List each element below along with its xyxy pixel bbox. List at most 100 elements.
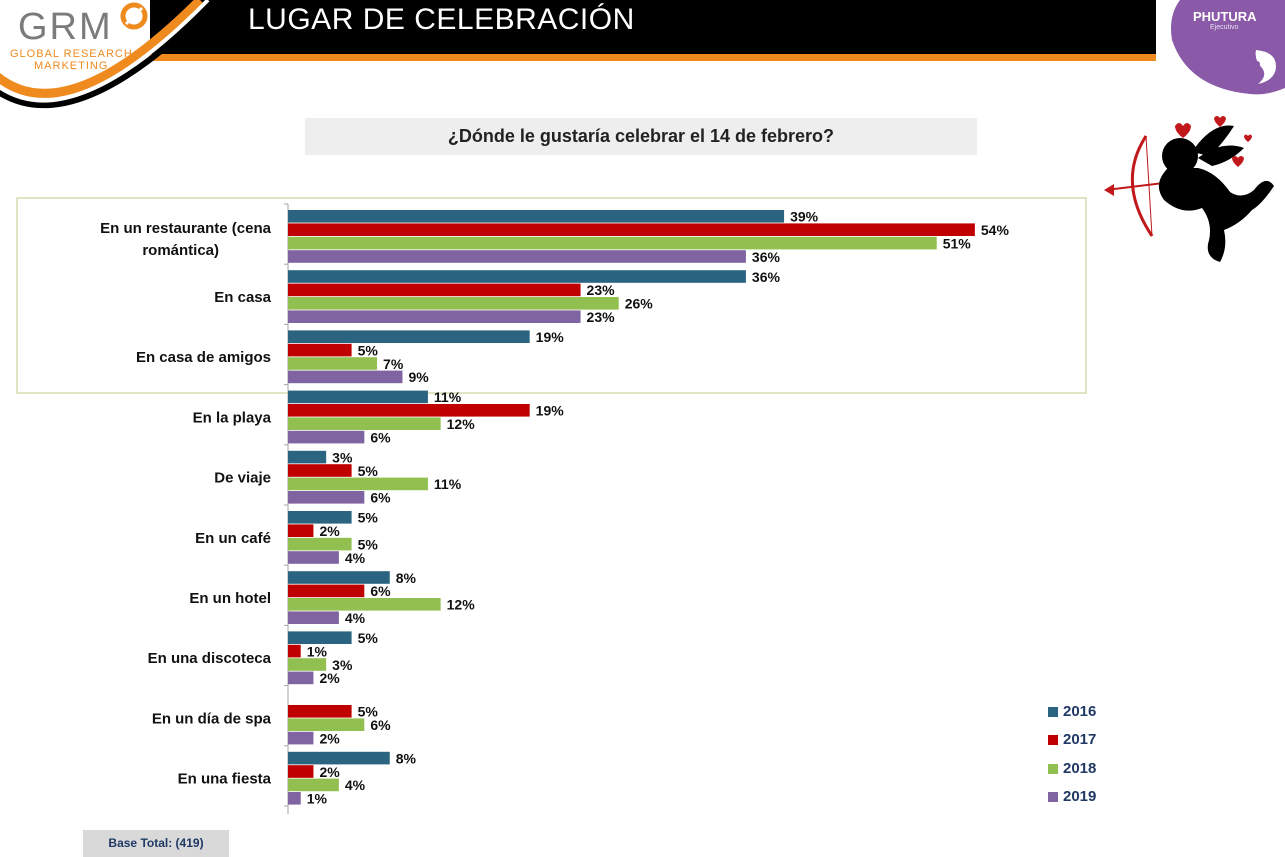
bar-en-una-fiesta-2018 — [288, 778, 339, 792]
value-label-en-un-hotel-2019: 4% — [345, 610, 366, 626]
value-label-en-casa-de-amigos-2016: 19% — [536, 329, 565, 345]
bar-en-un-dia-de-spa-2017 — [288, 705, 352, 718]
value-label-en-un-restaurante-cena-romantica-2016: 39% — [790, 209, 819, 225]
value-label-en-un-hotel-2016: 8% — [396, 570, 417, 586]
bar-en-un-restaurante-cena-romantica-2019 — [288, 250, 746, 263]
value-label-en-una-discoteca-2019: 2% — [319, 670, 340, 686]
legend-swatch-2018 — [1048, 764, 1058, 774]
bars — [288, 210, 975, 805]
value-label-en-un-hotel-2018: 12% — [447, 597, 476, 613]
bar-en-una-fiesta-2019 — [288, 792, 301, 805]
bar-en-un-hotel-2016 — [288, 571, 390, 584]
header-accent-line — [150, 54, 1156, 61]
value-label-en-casa-de-amigos-2018: 7% — [383, 356, 404, 372]
category-label-en-un-restaurante-cena-romantica: En un restaurante (cena romántica) — [100, 220, 272, 259]
axis-ticks — [284, 203, 288, 807]
value-label-de-viaje-2019: 6% — [370, 490, 391, 506]
value-label-en-una-discoteca-2018: 3% — [332, 657, 353, 673]
bar-en-la-playa-2016 — [288, 390, 428, 404]
bar-en-casa-2019 — [288, 310, 581, 323]
bar-en-una-fiesta-2016 — [288, 751, 390, 765]
value-label-en-la-playa-2016: 11% — [434, 389, 462, 405]
legend-item-2017: 2017 — [1048, 730, 1118, 750]
category-label-en-casa: En casa — [214, 289, 271, 306]
base-total-label: Base Total: (419) — [83, 830, 229, 857]
legend-label-2018: 2018 — [1063, 760, 1097, 777]
bar-en-un-restaurante-cena-romantica-2017 — [288, 223, 975, 236]
slide-title: LUGAR DE CELEBRACIÓN — [248, 3, 635, 36]
value-label-en-un-dia-de-spa-2019: 2% — [319, 730, 340, 746]
highlight-box — [16, 197, 1087, 394]
legend-item-2016: 2016 — [1048, 702, 1118, 722]
value-label-en-un-dia-de-spa-2018: 6% — [370, 717, 391, 733]
bar-en-casa-2017 — [288, 283, 581, 297]
legend-label-2019: 2019 — [1063, 788, 1097, 805]
bar-de-viaje-2018 — [288, 477, 428, 491]
phutura-logo — [1171, 0, 1285, 95]
grm-logo-subtitle-1: GLOBAL RESEARCH — [10, 48, 133, 60]
bar-en-casa-2018 — [288, 297, 619, 310]
value-label-en-un-dia-de-spa-2017: 5% — [358, 704, 379, 720]
value-label-en-una-fiesta-2016: 8% — [396, 750, 417, 766]
bar-de-viaje-2016 — [288, 450, 327, 464]
value-label-en-casa-2017: 23% — [587, 282, 616, 298]
bar-en-un-dia-de-spa-2019 — [288, 731, 314, 745]
grm-logo-subtitle-2: MARKETING — [34, 60, 109, 72]
value-label-en-un-restaurante-cena-romantica-2017: 54% — [981, 222, 1010, 238]
value-label-en-casa-2018: 26% — [625, 296, 654, 312]
phutura-logo-subtitle: Ejecutivo — [1210, 24, 1239, 31]
bar-en-la-playa-2018 — [288, 417, 441, 430]
value-label-en-un-cafe-2016: 5% — [358, 510, 379, 526]
bar-en-un-hotel-2019 — [288, 611, 339, 624]
value-label-de-viaje-2017: 5% — [358, 463, 379, 479]
category-label-en-un-cafe: En un café — [195, 530, 271, 547]
value-label-en-la-playa-2017: 19% — [536, 403, 565, 419]
bar-en-un-restaurante-cena-romantica-2016 — [288, 210, 785, 223]
phutura-logo-name: PHUTURA — [1193, 9, 1257, 24]
grm-logo-swoosh — [0, 0, 219, 109]
bar-en-una-fiesta-2017 — [288, 765, 314, 778]
value-label-en-la-playa-2019: 6% — [370, 429, 391, 445]
value-label-en-una-fiesta-2017: 2% — [319, 764, 340, 780]
value-label-en-un-hotel-2017: 6% — [370, 583, 391, 599]
bar-en-una-discoteca-2016 — [288, 631, 352, 644]
legend-label-2017: 2017 — [1063, 731, 1097, 748]
bar-de-viaje-2019 — [288, 491, 365, 504]
value-label-en-un-cafe-2019: 4% — [345, 550, 366, 566]
category-label-en-una-discoteca: En una discoteca — [148, 650, 272, 667]
value-label-en-un-restaurante-cena-romantica-2018: 51% — [943, 235, 972, 251]
category-label-en-una-fiesta: En una fiesta — [178, 771, 272, 788]
bar-en-un-cafe-2018 — [288, 537, 352, 551]
bar-en-una-discoteca-2018 — [288, 658, 327, 671]
bar-de-viaje-2017 — [288, 464, 352, 477]
value-label-en-casa-de-amigos-2017: 5% — [358, 342, 379, 358]
legend-swatch-2019 — [1048, 792, 1058, 802]
bar-en-casa-2016 — [288, 270, 746, 283]
value-labels: 39%54%51%36%36%23%26%23%19%5%7%9%11%19%1… — [307, 209, 1010, 807]
bar-en-un-dia-de-spa-2018 — [288, 718, 365, 731]
legend-label-2016: 2016 — [1063, 703, 1097, 720]
grm-logo-text: GRM — [18, 6, 113, 48]
category-label-line: En un restaurante (cena — [100, 220, 272, 237]
bar-en-casa-de-amigos-2018 — [288, 357, 378, 370]
value-label-en-una-discoteca-2016: 5% — [358, 630, 379, 646]
bar-en-casa-de-amigos-2019 — [288, 370, 403, 384]
cupid-illustration — [1104, 116, 1274, 262]
value-label-de-viaje-2016: 3% — [332, 449, 353, 465]
chart-title: ¿Dónde le gustaría celebrar el 14 de feb… — [305, 118, 977, 155]
category-label-en-un-dia-de-spa: En un día de spa — [152, 710, 272, 727]
bar-en-un-cafe-2017 — [288, 524, 314, 537]
value-label-en-casa-2019: 23% — [587, 309, 616, 325]
bar-en-una-discoteca-2017 — [288, 644, 301, 658]
category-label-line: romántica) — [142, 242, 219, 259]
bar-en-un-hotel-2018 — [288, 598, 441, 611]
header-bar — [150, 0, 1156, 54]
value-label-en-un-cafe-2017: 2% — [319, 523, 340, 539]
legend-item-2019: 2019 — [1048, 787, 1118, 807]
legend-swatch-2017 — [1048, 735, 1058, 745]
category-label-en-la-playa: En la playa — [193, 409, 272, 426]
bar-en-un-restaurante-cena-romantica-2018 — [288, 236, 937, 250]
value-label-en-una-fiesta-2019: 1% — [307, 791, 328, 807]
bar-en-un-cafe-2016 — [288, 511, 352, 524]
